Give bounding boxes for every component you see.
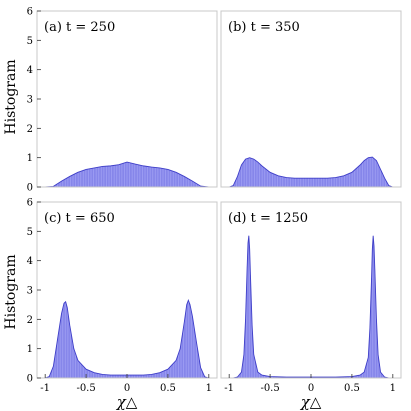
y-tick-label: 0 <box>27 374 33 385</box>
y-tick-label: 0 <box>27 183 33 194</box>
x-tick-label: 0.5 <box>344 383 360 394</box>
panel-c: 0 1 2 3 4 5 6 -1 -0.5 0 0.5 1 (c) t = 650 χ△ <box>27 198 218 411</box>
x-tick-label: 1 <box>390 383 396 394</box>
panel-d-histogram-bins <box>233 235 389 378</box>
y-tick-label: 5 <box>27 36 33 47</box>
panel-b-label: (b) t = 350 <box>228 20 300 35</box>
panel-d-label: (d) t = 1250 <box>228 211 308 226</box>
panel-a-histogram-outline <box>45 161 209 188</box>
y-tick-label: 1 <box>27 344 33 355</box>
x-tick-label: 0 <box>124 383 130 394</box>
y-tick-label: 3 <box>27 95 33 106</box>
y-tick-label: 2 <box>27 124 33 135</box>
panel-b-histogram-bins <box>230 157 392 187</box>
figure-ylabel-bottom: Histogram <box>3 254 19 329</box>
y-tick-label: 6 <box>27 7 33 18</box>
x-tick-label: 0 <box>308 383 314 394</box>
panel-d: -1 -0.5 0 0.5 1 (d) t = 1250 χ△ <box>220 201 402 411</box>
panel-b-histogram-outline <box>229 156 393 188</box>
y-tick-label: 5 <box>27 227 33 238</box>
panel-a: 0 1 2 3 4 5 6 (a) t = 250 <box>27 7 218 194</box>
x-tick-label: -1 <box>224 383 234 394</box>
y-tick-label: 2 <box>27 315 33 326</box>
x-tick-label: -0.5 <box>260 383 279 394</box>
panel-a-label: (a) t = 250 <box>44 20 115 35</box>
panel-b-frame <box>220 10 402 188</box>
panel-a-frame <box>36 10 218 188</box>
x-tick-label: -0.5 <box>76 383 95 394</box>
panel-b: (b) t = 350 <box>220 10 402 188</box>
panel-d-xlabel: χ△ <box>300 393 322 411</box>
x-tick-label: -1 <box>40 383 50 394</box>
y-tick-label: 4 <box>27 256 33 267</box>
x-tick-label: 1 <box>206 383 212 394</box>
panel-c-histogram-bins <box>46 302 208 378</box>
panels: 0 1 2 3 4 5 6 (a) t = 250 (b) t = 350 0 1 2 3 4 5 6 -1 -0… <box>27 7 402 411</box>
y-tick-label: 1 <box>27 153 33 164</box>
panel-a-histogram-bins <box>48 162 208 187</box>
y-tick-label: 3 <box>27 286 33 297</box>
panel-c-xlabel: χ△ <box>116 393 138 411</box>
y-tick-label: 4 <box>27 65 33 76</box>
panel-c-label: (c) t = 650 <box>44 211 115 226</box>
figure-ylabel-top: Histogram <box>3 59 19 134</box>
y-tick-label: 6 <box>27 198 33 209</box>
x-tick-label: 0.5 <box>160 383 176 394</box>
